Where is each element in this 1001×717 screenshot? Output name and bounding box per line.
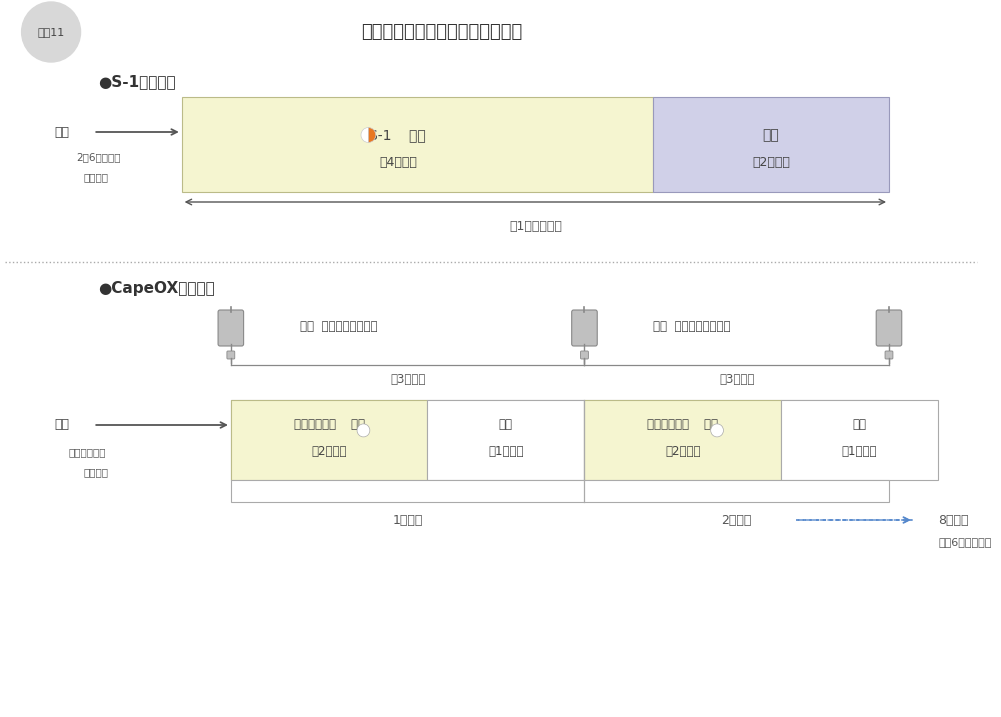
Text: 約1年繰り返す: 約1年繰り返す	[509, 221, 562, 234]
Text: 点滴  オキサリプラチン: 点滴 オキサリプラチン	[654, 320, 731, 333]
Text: スタート: スタート	[83, 467, 108, 477]
Text: （4週間）: （4週間）	[379, 156, 416, 168]
Text: （3週間）: （3週間）	[390, 374, 425, 386]
Text: 2〜6週間後に: 2〜6週間後に	[77, 152, 121, 162]
FancyBboxPatch shape	[585, 400, 781, 480]
FancyBboxPatch shape	[231, 480, 889, 502]
FancyBboxPatch shape	[581, 351, 589, 359]
Circle shape	[22, 2, 80, 62]
Text: （1週間）: （1週間）	[842, 445, 877, 458]
Text: 休薬: 休薬	[853, 419, 867, 432]
Text: （約6か月）実施: （約6か月）実施	[938, 537, 991, 547]
Wedge shape	[361, 128, 368, 143]
Text: カペシタビン    服用: カペシタビン 服用	[293, 419, 364, 432]
Text: （2週間）: （2週間）	[665, 445, 701, 458]
Text: 点滴  オキサリプラチン: 点滴 オキサリプラチン	[299, 320, 377, 333]
FancyBboxPatch shape	[218, 310, 243, 346]
Text: （1週間）: （1週間）	[488, 445, 524, 458]
Text: 術後化学療法の治療スケジュール: 術後化学療法の治療スケジュール	[361, 23, 523, 41]
Text: 手術: 手術	[54, 419, 69, 432]
Text: スタート: スタート	[83, 172, 108, 182]
Text: （2週間）: （2週間）	[752, 156, 790, 168]
Wedge shape	[368, 128, 375, 143]
Text: 8コース: 8コース	[938, 513, 969, 526]
FancyBboxPatch shape	[227, 351, 235, 359]
Text: （2週間）: （2週間）	[311, 445, 346, 458]
Text: S-1    服用: S-1 服用	[369, 128, 426, 142]
Text: 休薬: 休薬	[498, 419, 513, 432]
FancyBboxPatch shape	[182, 97, 654, 192]
Text: 1コース: 1コース	[392, 513, 422, 526]
Text: カペシタビン    服用: カペシタビン 服用	[648, 419, 718, 432]
Circle shape	[711, 424, 724, 437]
Text: 回復に応じて: 回復に応じて	[69, 447, 106, 457]
Text: 休薬: 休薬	[763, 128, 780, 142]
Text: ●S-1単独療法: ●S-1単独療法	[98, 75, 176, 90]
FancyBboxPatch shape	[885, 351, 893, 359]
FancyBboxPatch shape	[427, 400, 585, 480]
Text: 2コース: 2コース	[722, 513, 752, 526]
FancyBboxPatch shape	[231, 400, 427, 480]
Text: ●CapeOX併用療法: ●CapeOX併用療法	[98, 282, 215, 297]
Circle shape	[357, 424, 369, 437]
FancyBboxPatch shape	[231, 400, 889, 480]
FancyBboxPatch shape	[572, 310, 598, 346]
FancyBboxPatch shape	[781, 400, 938, 480]
Text: 手術: 手術	[54, 125, 69, 138]
FancyBboxPatch shape	[654, 97, 889, 192]
FancyBboxPatch shape	[876, 310, 902, 346]
Text: （3週間）: （3週間）	[719, 374, 755, 386]
Text: 図表11: 図表11	[37, 27, 65, 37]
